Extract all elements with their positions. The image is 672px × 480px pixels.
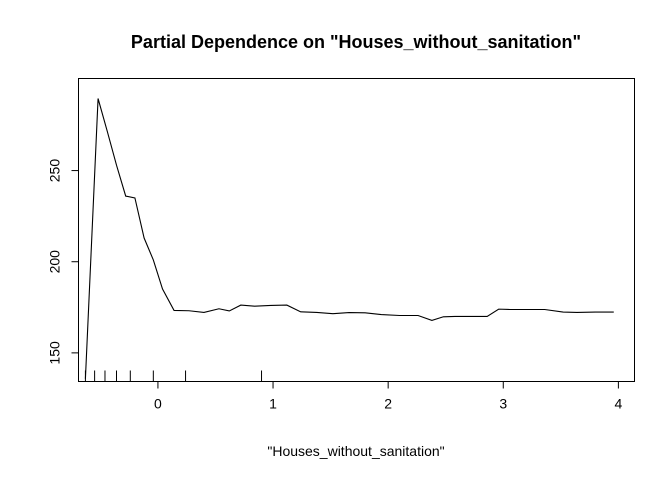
- x-tick-label: 1: [269, 396, 277, 412]
- series-line-0: [84, 98, 614, 379]
- plot-frame: [78, 78, 635, 382]
- y-tick-label: 200: [47, 250, 63, 274]
- x-tick-label: 4: [614, 396, 622, 412]
- chart-title: Partial Dependence on "Houses_without_sa…: [131, 32, 581, 52]
- x-axis-label: "Houses_without_sanitation": [267, 443, 444, 459]
- x-tick-label: 2: [384, 396, 392, 412]
- series-layer: [84, 98, 614, 379]
- y-axis: 150 200 250: [47, 159, 79, 365]
- x-tick-label: 0: [154, 396, 162, 412]
- x-axis: 0 1 2 3 4: [154, 381, 622, 412]
- y-tick-label: 150: [47, 341, 63, 365]
- rug-marks: [84, 370, 263, 382]
- x-tick-label: 3: [499, 396, 507, 412]
- y-tick-label: 250: [47, 159, 63, 183]
